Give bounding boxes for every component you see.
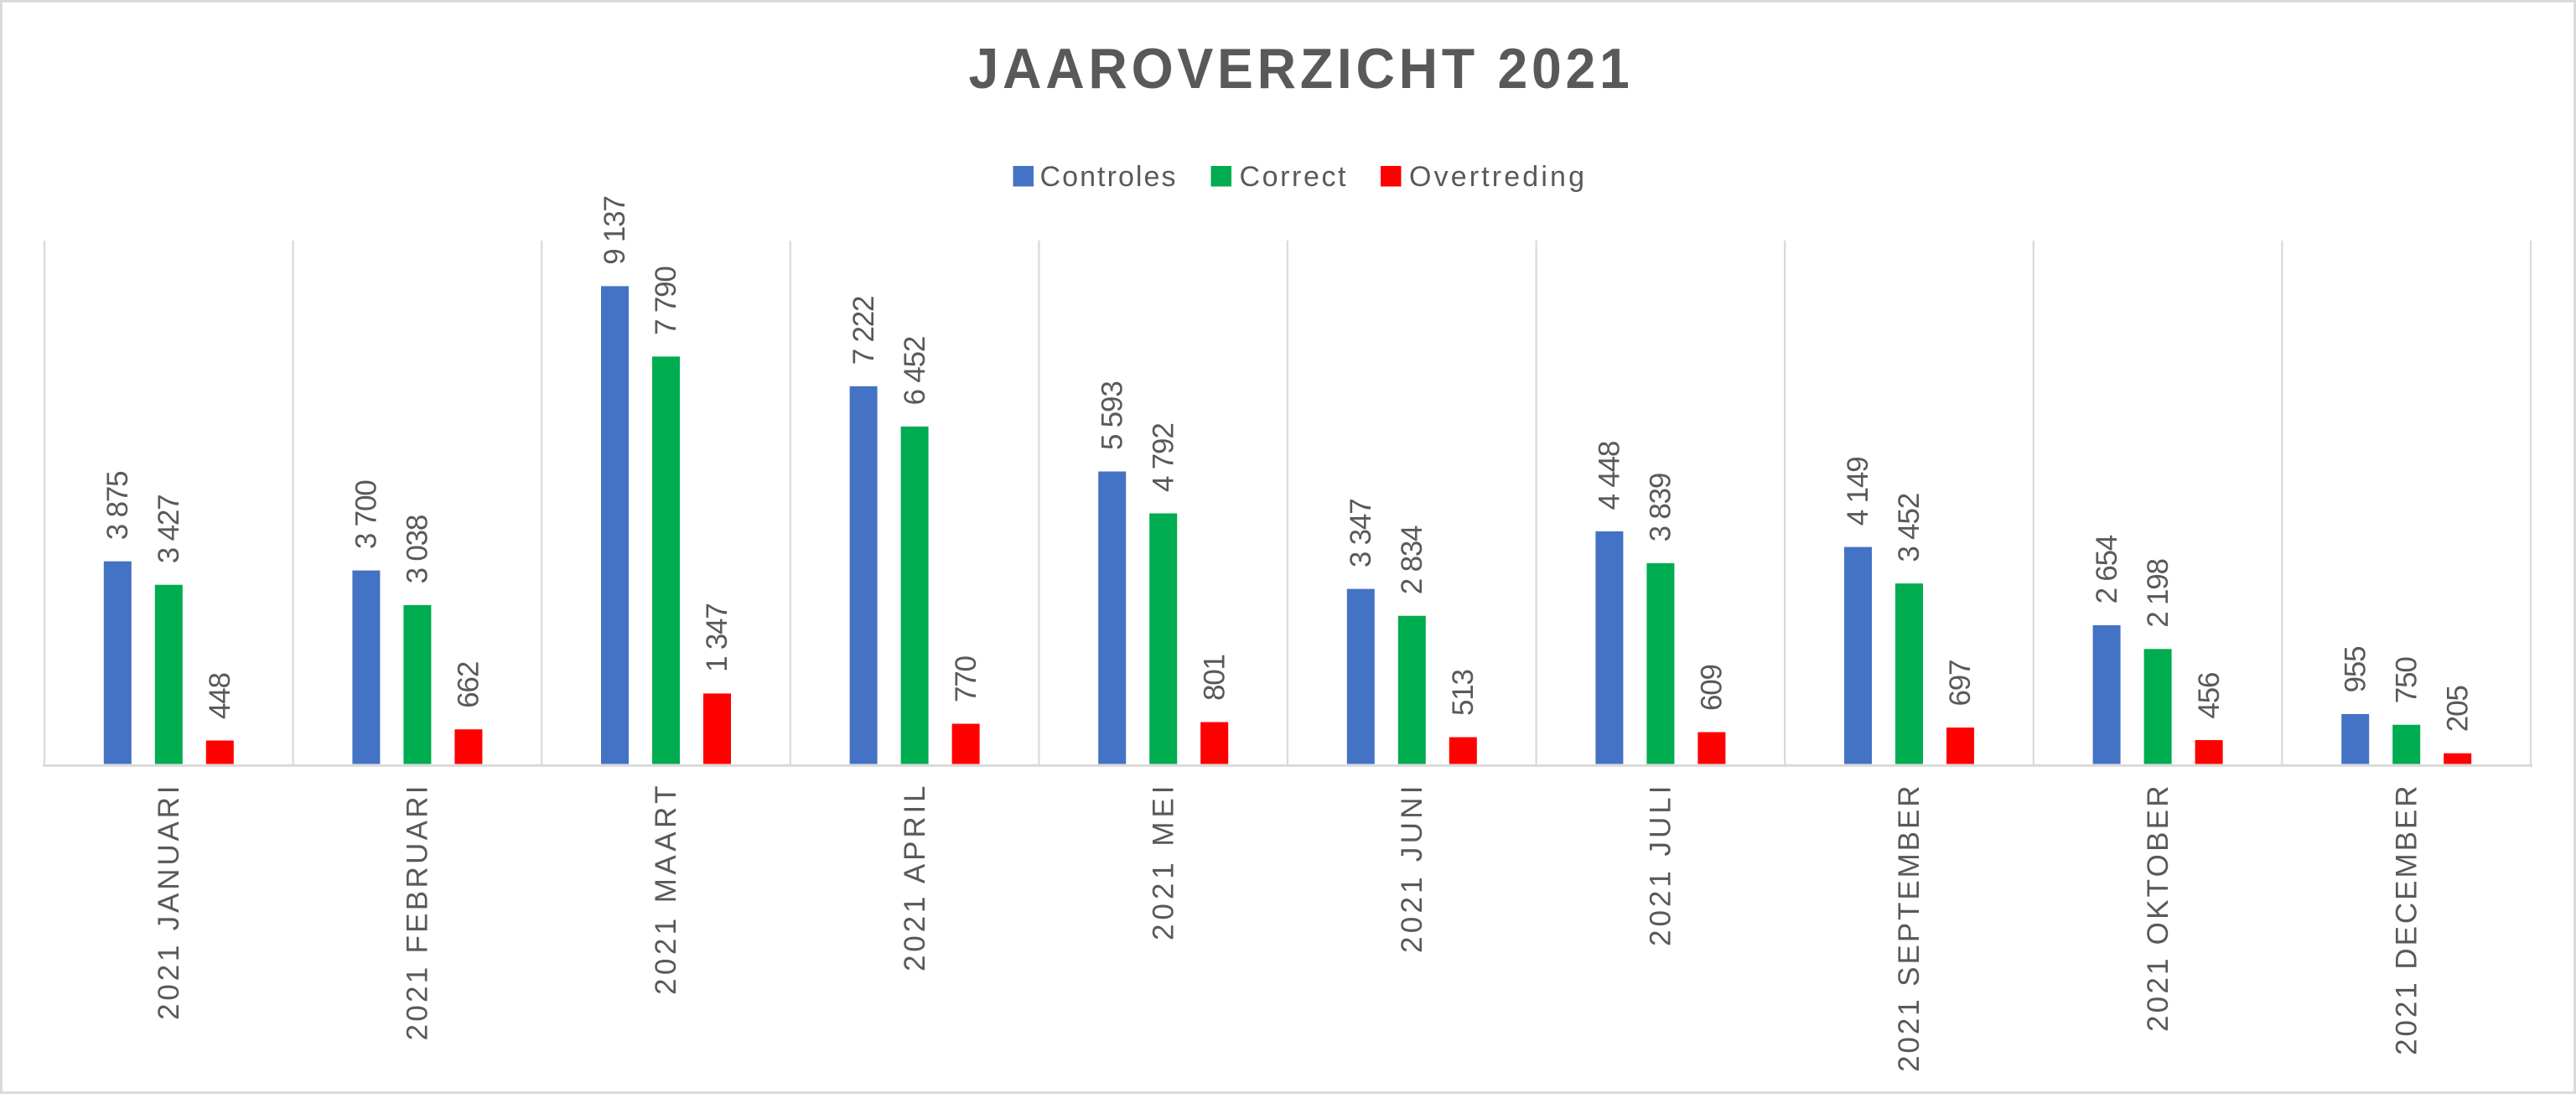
svg-text:3 347: 3 347 [1345, 500, 1377, 568]
svg-text:662: 662 [453, 662, 485, 708]
svg-text:448: 448 [204, 673, 236, 719]
svg-text:770: 770 [950, 655, 982, 702]
svg-text:3 875: 3 875 [101, 472, 134, 541]
svg-text:2021 SEPTEMBER: 2021 SEPTEMBER [1893, 786, 1926, 1073]
svg-text:4 149: 4 149 [1842, 458, 1874, 526]
svg-text:3 038: 3 038 [402, 515, 434, 584]
svg-text:3 839: 3 839 [1645, 474, 1677, 542]
svg-text:2021 OKTOBER: 2021 OKTOBER [2142, 786, 2174, 1033]
svg-text:2021 DECEMBER: 2021 DECEMBER [2391, 786, 2423, 1056]
svg-text:7 790: 7 790 [650, 267, 682, 335]
svg-text:697: 697 [1944, 660, 1977, 707]
svg-text:1 347: 1 347 [701, 603, 733, 672]
svg-text:JAAROVERZICHT 2021: JAAROVERZICHT 2021 [969, 37, 1634, 101]
svg-text:5 593: 5 593 [1096, 381, 1129, 450]
svg-text:2021 APRIL: 2021 APRIL [899, 786, 931, 972]
svg-text:4 448: 4 448 [1594, 442, 1626, 510]
svg-text:4 792: 4 792 [1148, 423, 1180, 492]
svg-text:2021 MEI: 2021 MEI [1148, 786, 1180, 941]
svg-text:Correct: Correct [1240, 161, 1347, 193]
svg-text:955: 955 [2340, 647, 2372, 693]
svg-text:456: 456 [2193, 673, 2226, 719]
svg-text:609: 609 [1696, 665, 1729, 711]
svg-text:2021 JULI: 2021 JULI [1645, 786, 1677, 947]
svg-text:2021 FEBRUARI: 2021 FEBRUARI [402, 786, 434, 1041]
svg-text:2021 JANUARI: 2021 JANUARI [153, 786, 185, 1021]
svg-text:3 452: 3 452 [1893, 494, 1926, 562]
svg-text:750: 750 [2391, 657, 2423, 704]
svg-text:7 222: 7 222 [847, 297, 880, 365]
svg-text:6 452: 6 452 [899, 337, 931, 406]
svg-text:513: 513 [1447, 670, 1480, 716]
svg-text:801: 801 [1199, 655, 1231, 701]
svg-text:2 198: 2 198 [2142, 559, 2174, 628]
svg-text:3 700: 3 700 [350, 480, 383, 549]
svg-text:2021 MAART: 2021 MAART [650, 786, 682, 996]
svg-text:Controles: Controles [1040, 161, 1176, 193]
svg-text:2 654: 2 654 [2091, 535, 2123, 603]
svg-text:205: 205 [2442, 686, 2475, 732]
svg-text:3 427: 3 427 [153, 495, 185, 564]
svg-text:2021 JUNI: 2021 JUNI [1396, 786, 1428, 954]
svg-text:2 834: 2 834 [1396, 526, 1428, 594]
svg-text:Overtreding: Overtreding [1409, 161, 1584, 193]
svg-text:9 137: 9 137 [599, 196, 631, 265]
